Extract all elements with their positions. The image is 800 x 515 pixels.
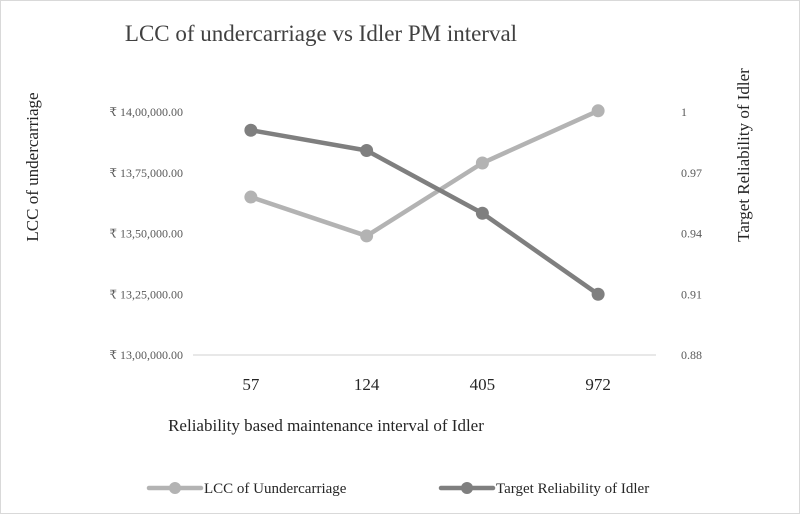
series-point-2 xyxy=(360,143,374,157)
series-line-1 xyxy=(248,108,601,239)
y-tick-label: ₹ 13,00,000.00 xyxy=(109,348,183,362)
x-tick-label: 405 xyxy=(470,375,496,394)
series-point-1 xyxy=(244,190,258,204)
chart-title: LCC of undercarriage vs Idler PM interva… xyxy=(125,21,517,46)
y-tick-label: ₹ 13,25,000.00 xyxy=(109,287,183,301)
y2-tick-label: 0.88 xyxy=(681,348,702,362)
x-axis-ticks: 57 124 405 972 xyxy=(242,375,611,394)
y2-tick-label: 0.91 xyxy=(681,287,702,301)
legend-label-1: LCC of Uundercarriage xyxy=(204,481,347,497)
series-point-1 xyxy=(360,229,374,243)
y2-tick-label: 0.97 xyxy=(681,166,702,180)
x-tick-label: 57 xyxy=(242,375,260,394)
y-axis-title: LCC of undercarriage xyxy=(23,92,42,241)
y2-tick-label: 0.94 xyxy=(681,227,702,241)
series-point-1 xyxy=(475,156,489,170)
x-tick-label: 972 xyxy=(585,375,611,394)
series-group xyxy=(244,104,605,301)
y2-axis-ticks: 0.88 0.91 0.94 0.97 1 xyxy=(681,105,702,362)
legend-label-2: Target Reliability of Idler xyxy=(496,481,649,497)
y-tick-label: ₹ 13,50,000.00 xyxy=(109,227,183,241)
series-point-2 xyxy=(475,206,489,220)
legend: LCC of Uundercarriage Target Reliability … xyxy=(146,481,649,497)
y-axis-ticks: ₹ 13,00,000.00 ₹ 13,25,000.00 ₹ 13,50,000.… xyxy=(109,105,183,362)
x-axis-title: Reliability based maintenance interval o… xyxy=(168,416,484,435)
y2-tick-label: 1 xyxy=(681,105,687,119)
y-tick-label: ₹ 13,75,000.00 xyxy=(109,166,183,180)
y2-axis-title: Target Reliability of Idler xyxy=(734,68,753,242)
series-line-2 xyxy=(248,127,601,297)
legend-marker-1 xyxy=(169,482,181,494)
x-tick-label: 124 xyxy=(354,375,380,394)
series-point-1 xyxy=(591,104,605,118)
y-tick-label: ₹ 14,00,000.00 xyxy=(109,105,183,119)
series-point-2 xyxy=(591,287,605,301)
series-point-2 xyxy=(244,123,258,137)
legend-marker-2 xyxy=(461,482,473,494)
